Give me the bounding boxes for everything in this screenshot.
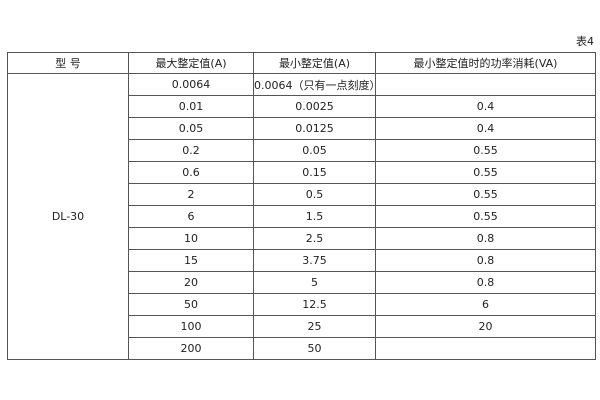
table-row: DL-30 0.0064 0.0064（只有一点刻度） (7, 73, 596, 360)
power-consumption-cell (375, 337, 596, 360)
power-consumption-cell: 20 (375, 315, 596, 338)
min-setting-cell: 25 (253, 315, 376, 338)
min-setting-cell: 0.0064（只有一点刻度） (253, 73, 381, 96)
min-setting-cell: 12.5 (253, 293, 376, 316)
max-setting-cell: 0.6 (128, 161, 254, 184)
min-setting-cell: 0.0025 (253, 95, 376, 118)
header-min-setting: 最小整定值(A) (253, 52, 376, 74)
table-row: 0.6 0.15 0.55 (8, 161, 596, 184)
model-cell: DL-30 (7, 73, 129, 360)
min-setting-cell: 1.5 (253, 205, 376, 228)
max-setting-cell: 15 (128, 249, 254, 272)
min-setting-cell: 3.75 (253, 249, 376, 272)
power-consumption-cell: 0.8 (375, 227, 596, 250)
power-consumption-cell: 0.55 (375, 161, 596, 184)
max-setting-cell: 20 (128, 271, 254, 294)
min-setting-cell: 0.05 (253, 139, 376, 162)
power-consumption-cell: 0.4 (375, 95, 596, 118)
table-row: 0.05 0.0125 0.4 (8, 117, 596, 140)
header-row: 型 号 最大整定值(A) 最小整定值(A) 最小整定值时的功率消耗(VA) (7, 52, 596, 74)
max-setting-cell: 10 (128, 227, 254, 250)
power-consumption-cell (375, 73, 596, 96)
max-setting-cell: 2 (128, 183, 254, 206)
min-setting-cell: 2.5 (253, 227, 376, 250)
power-consumption-cell: 0.4 (375, 117, 596, 140)
min-setting-cell: 0.5 (253, 183, 376, 206)
power-consumption-cell: 0.55 (375, 205, 596, 228)
table-row: 10 2.5 0.8 (8, 227, 596, 250)
table-row: 100 25 20 (8, 315, 596, 338)
min-setting-cell: 0.15 (253, 161, 376, 184)
min-setting-cell: 0.0125 (253, 117, 376, 140)
max-setting-cell: 200 (128, 337, 254, 360)
table-row: 20 5 0.8 (8, 271, 596, 294)
min-setting-cell: 50 (253, 337, 376, 360)
header-power-consumption: 最小整定值时的功率消耗(VA) (375, 52, 596, 74)
max-setting-cell: 0.05 (128, 117, 254, 140)
relay-settings-table: 型 号 最大整定值(A) 最小整定值(A) 最小整定值时的功率消耗(VA) DL… (7, 52, 596, 360)
header-max-setting: 最大整定值(A) (128, 52, 254, 74)
header-model: 型 号 (7, 52, 129, 74)
table-row: 200 50 (8, 337, 596, 360)
table-row: 6 1.5 0.55 (8, 205, 596, 228)
max-setting-cell: 100 (128, 315, 254, 338)
table-row: 15 3.75 0.8 (8, 249, 596, 272)
max-setting-cell: 0.01 (128, 95, 254, 118)
max-setting-cell: 0.2 (128, 139, 254, 162)
max-setting-cell: 0.0064 (128, 73, 254, 96)
power-consumption-cell: 0.8 (375, 249, 596, 272)
power-consumption-cell: 0.55 (375, 183, 596, 206)
power-consumption-cell: 6 (375, 293, 596, 316)
max-setting-cell: 6 (128, 205, 254, 228)
min-setting-cell: 5 (253, 271, 376, 294)
table-row: 50 12.5 6 (8, 293, 596, 316)
max-setting-cell: 50 (128, 293, 254, 316)
table-caption: 表4 (576, 35, 594, 48)
power-consumption-cell: 0.55 (375, 139, 596, 162)
power-consumption-cell: 0.8 (375, 271, 596, 294)
